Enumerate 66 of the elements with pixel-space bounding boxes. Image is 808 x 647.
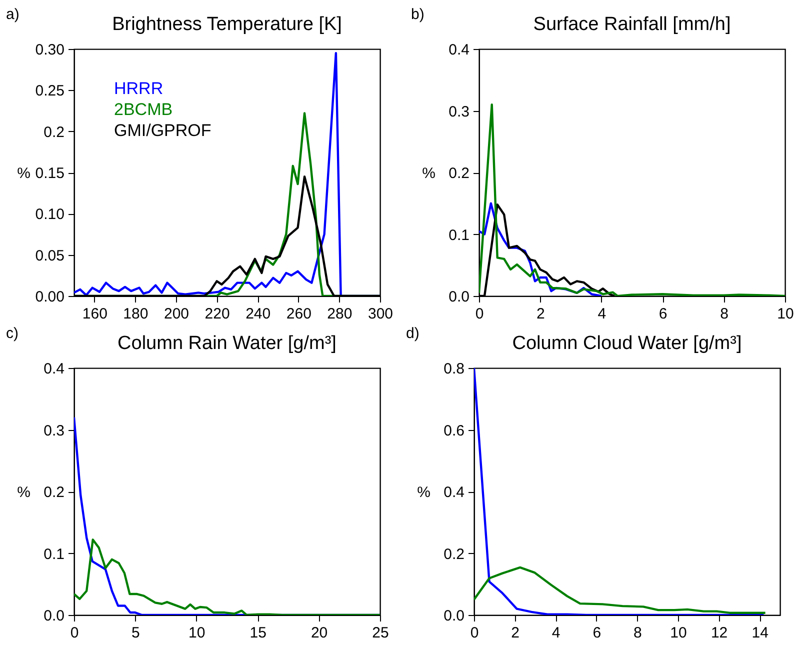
y-axis-title: % [17,484,30,501]
y-tick-label: 0.0 [44,608,64,624]
line-series [474,566,766,614]
x-tick-label: 6 [592,624,602,642]
x-tick-label: 0 [470,624,479,642]
text: a) [6,6,20,23]
x-tick-label: 200 [164,306,190,322]
x-tick-label: 2 [511,624,520,642]
y-tick-label: 0.25 [35,82,64,100]
x-tick-label: 160 [82,306,108,322]
x-tick-label: 10 [777,306,794,322]
x-tick-label: 8 [720,306,728,322]
x-tick-label: 4 [552,624,560,642]
y-tick-label: 0.2 [44,484,64,501]
y-tick-label: 0.3 [44,422,64,440]
y-axis-title: % [417,484,430,501]
y-tick-label: 0.1 [448,226,470,244]
x-tick-label: 10 [188,624,206,642]
y-tick-label: 0.2 [44,124,64,141]
y-tick-label: 0.0 [448,288,470,306]
y-axis-title: % [17,165,30,182]
x-tick-label: 4 [598,306,606,322]
text: 2BCMB [114,100,173,119]
text: c) [6,325,18,342]
y-tick-label: 0.1 [44,546,64,563]
x-tick-label: 180 [123,306,148,322]
y-tick-label: 0.3 [448,103,470,120]
y-tick-label: 0.4 [44,360,64,378]
x-tick-label: 0 [475,306,484,322]
chart-title: Column Cloud Water [g/m³] [512,333,742,354]
chart-title: Column Rain Water [g/m³] [118,333,336,354]
y-tick-label: 0.10 [35,206,64,224]
x-tick-label: 10 [670,624,687,642]
y-tick-label: 0.00 [35,288,64,306]
y-tick-label: 0.05 [35,247,64,264]
chart-title: Brightness Temperature [K] [112,14,342,35]
x-tick-label: 220 [204,306,230,322]
y-tick-label: 0.0 [444,608,464,624]
x-tick-label: 240 [246,306,271,322]
y-axis-title: % [422,165,436,182]
x-tick-label: 2 [536,306,545,322]
y-tick-label: 0.2 [444,546,464,563]
x-tick-label: 280 [327,306,352,322]
y-tick-label: 0.4 [448,42,470,58]
x-tick-label: 5 [132,624,140,642]
y-tick-label: 0.4 [444,484,464,501]
x-tick-label: 25 [372,624,389,642]
chart-title: Surface Rainfall [mm/h] [533,14,731,35]
text: GMI/GPROF [114,121,212,140]
text: HRRR [114,79,164,98]
x-tick-label: 14 [752,624,768,642]
x-tick-label: 12 [710,624,728,642]
x-tick-label: 0 [70,624,79,642]
x-tick-label: 15 [250,624,266,642]
x-tick-label: 300 [368,306,394,322]
y-tick-label: 0.6 [444,422,464,440]
x-tick-label: 20 [310,624,328,642]
x-tick-label: 260 [286,306,312,322]
x-tick-label: 6 [658,306,668,322]
y-tick-label: 0.30 [35,42,64,58]
y-tick-label: 0.15 [35,165,64,182]
text: d) [406,325,420,342]
text: b) [411,6,424,23]
x-tick-label: 8 [634,624,642,642]
y-tick-label: 0.8 [444,360,464,378]
y-tick-label: 0.2 [448,165,470,182]
